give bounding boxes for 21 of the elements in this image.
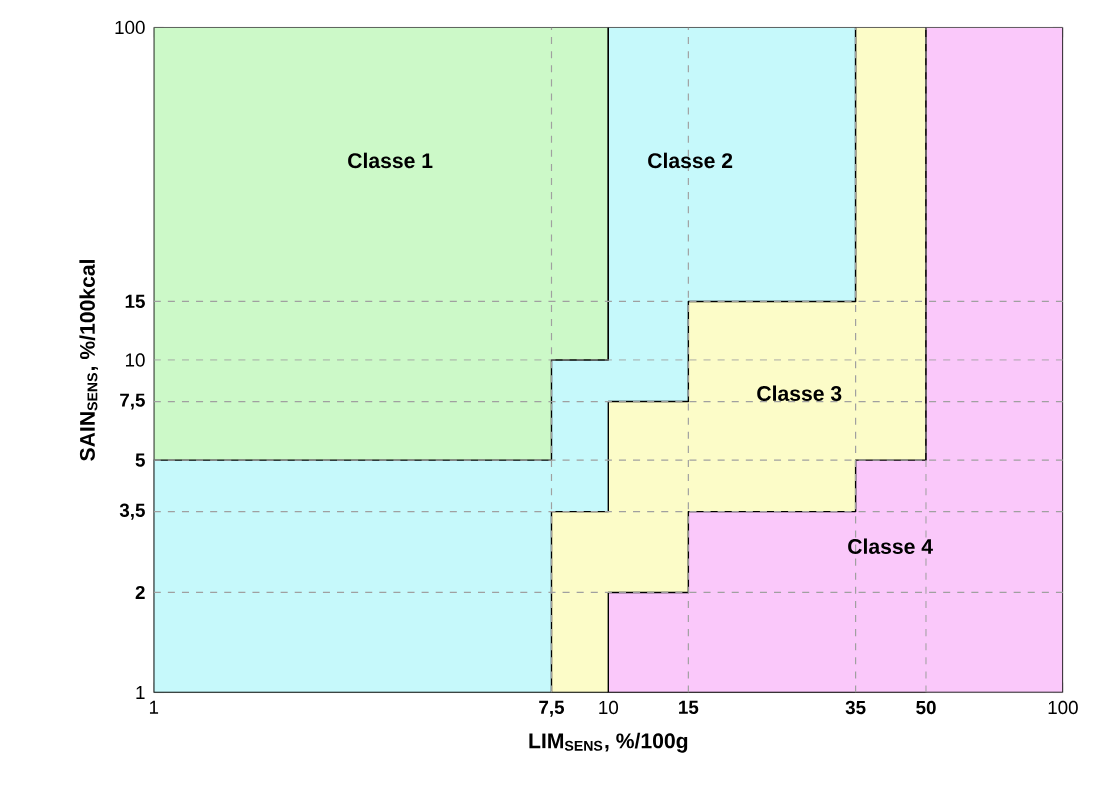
y-tick-label: 1	[136, 686, 145, 699]
x-axis-title: LIM$_{SENS}$, %/100g	[529, 732, 688, 753]
x-tick-label: 50	[916, 700, 936, 715]
y-tick-label: 100	[115, 20, 145, 34]
x-tick-label: 1	[149, 700, 159, 714]
x-tick-label: 7,5	[539, 700, 565, 717]
annotation: Classe 2	[648, 152, 733, 169]
y-tick-label: 15	[125, 294, 145, 308]
x-tick-label: 100	[1048, 700, 1078, 715]
x-tick-label: 35	[845, 700, 866, 715]
annotation: Classe 3	[757, 385, 842, 401]
annotation: Classe 4	[848, 538, 933, 554]
x-tick-label: 10	[599, 700, 619, 715]
y-axis-title: SAIN$_{SENS}$, %/100kcal	[79, 259, 98, 461]
x-tick-label: 15	[679, 700, 699, 714]
y-tick-label: 2	[135, 585, 145, 599]
y-tick-label: 7,5	[120, 393, 145, 410]
annotation: Classe 1	[348, 152, 433, 169]
y-tick-label: 10	[125, 353, 145, 367]
y-tick-label: 5	[135, 453, 145, 467]
y-tick-label: 3,5	[119, 503, 145, 520]
